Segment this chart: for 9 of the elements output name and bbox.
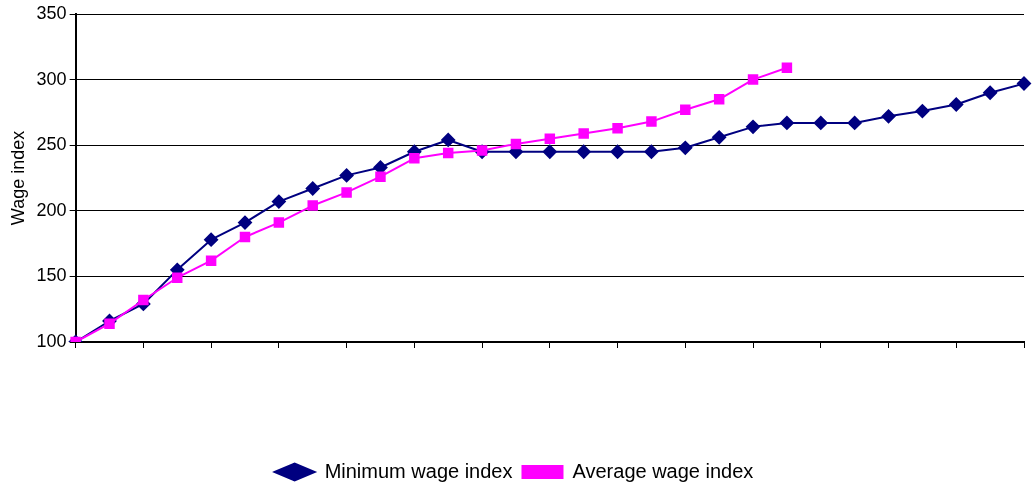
y-tick-label: 250 — [36, 134, 67, 155]
y-tick-label: 200 — [36, 199, 67, 220]
y-tick-label: 150 — [36, 265, 67, 286]
y-axis-title: Wage index — [7, 130, 28, 226]
y-tick-label: 350 — [36, 2, 67, 23]
legend-label: Minimum wage index — [324, 459, 513, 482]
legend-label: Average wage index — [572, 459, 754, 482]
y-tick-label: 300 — [36, 68, 67, 89]
y-tick-label: 100 — [36, 330, 67, 351]
